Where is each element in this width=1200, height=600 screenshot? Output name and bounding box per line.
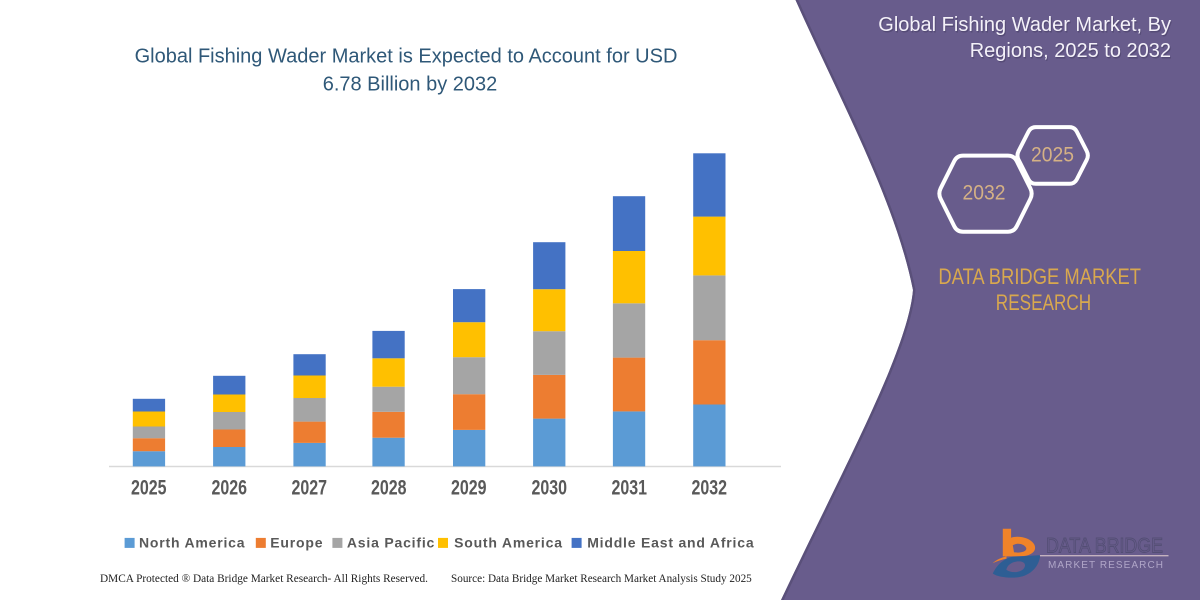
svg-text:2030: 2030 <box>532 477 568 500</box>
svg-text:2027: 2027 <box>292 477 328 500</box>
svg-text:Regions, 2025 to 2032: Regions, 2025 to 2032 <box>971 42 1172 64</box>
svg-text:Global Fishing Wader Market, B: Global Fishing Wader Market, By <box>879 16 1172 38</box>
svg-text:Middle East and Africa: Middle East and Africa <box>587 535 754 551</box>
svg-text:2032: 2032 <box>692 477 728 500</box>
svg-text:2025: 2025 <box>1031 143 1074 167</box>
svg-text:Europe: Europe <box>270 535 323 551</box>
svg-text:DATA BRIDGE MARKET: DATA BRIDGE MARKET <box>938 264 1141 289</box>
svg-text:2031: 2031 <box>612 477 648 500</box>
svg-text:North America: North America <box>139 535 245 551</box>
svg-text:2029: 2029 <box>451 477 487 500</box>
svg-text:Global Fishing Wader Market, B: Global Fishing Wader Market, By <box>878 14 1171 36</box>
svg-text:Asia Pacific: Asia Pacific <box>347 535 435 551</box>
svg-text:South America: South America <box>454 535 563 551</box>
svg-text:DMCA Protected ® Data Bridge M: DMCA Protected ® Data Bridge Market Rese… <box>100 573 428 585</box>
svg-text:2026: 2026 <box>212 477 248 500</box>
svg-text:2025: 2025 <box>131 477 167 500</box>
svg-text:Global Fishing Wader Market is: Global Fishing Wader Market is Expected … <box>135 46 678 68</box>
svg-text:MARKET RESEARCH: MARKET RESEARCH <box>1048 560 1163 571</box>
svg-text:2028: 2028 <box>371 477 407 500</box>
svg-text:2032: 2032 <box>963 181 1006 205</box>
svg-text:RESEARCH: RESEARCH <box>996 290 1091 315</box>
svg-text:6.78 Billion by 2032: 6.78 Billion by 2032 <box>323 74 498 96</box>
svg-text:Source: Data Bridge Market Res: Source: Data Bridge Market Research Mark… <box>451 573 752 585</box>
svg-text:DATA BRIDGE: DATA BRIDGE <box>1046 534 1163 557</box>
svg-text:Regions, 2025 to 2032: Regions, 2025 to 2032 <box>970 40 1171 62</box>
